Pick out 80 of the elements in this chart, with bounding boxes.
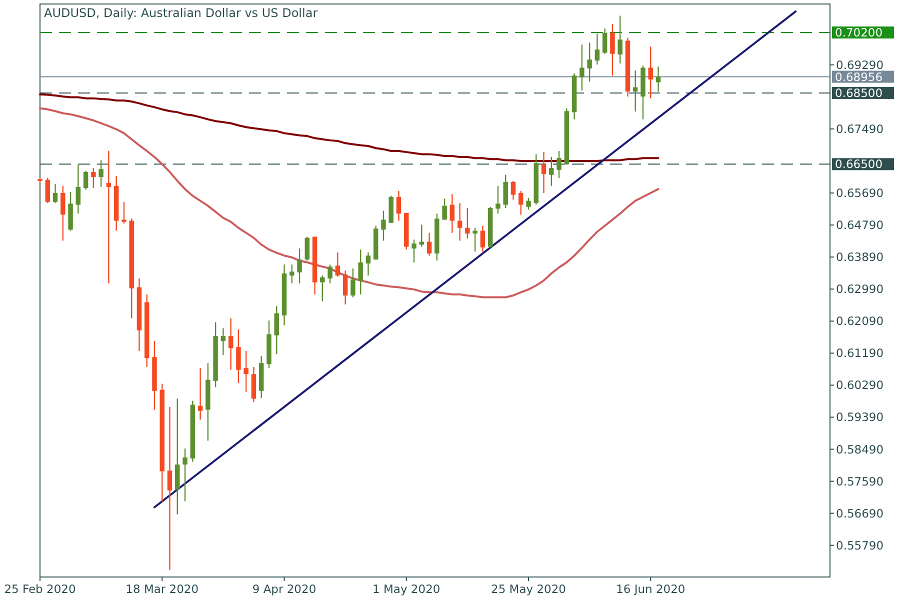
candlestick	[228, 318, 234, 370]
candlestick	[450, 193, 455, 234]
candlestick	[510, 180, 516, 200]
candlestick	[182, 448, 188, 502]
y-tick-label: 0.64790	[836, 218, 884, 232]
candlestick	[60, 185, 66, 242]
candlestick	[656, 66, 661, 92]
candlestick	[587, 42, 592, 82]
candlestick	[412, 239, 416, 263]
candlestick	[381, 210, 386, 242]
x-tick-label: 25 May 2020	[491, 582, 566, 596]
candlestick	[358, 248, 363, 296]
ref-line-label: 0.70200	[835, 25, 883, 40]
candlestick	[480, 225, 486, 252]
x-tick-label: 25 Feb 2020	[4, 582, 76, 596]
y-tick-label: 0.69290	[836, 58, 884, 72]
candlestick	[328, 264, 332, 284]
candlestick	[426, 232, 432, 256]
y-tick-label: 0.67490	[836, 122, 884, 136]
candlestick	[236, 328, 241, 384]
candlestick	[556, 150, 562, 179]
candlestick	[45, 177, 50, 204]
candlestick	[549, 156, 554, 186]
candlestick	[274, 306, 279, 355]
candlestick	[594, 32, 600, 66]
candlestick	[618, 15, 622, 64]
candlestick	[106, 150, 112, 284]
candlestick	[290, 264, 294, 284]
candlestick	[342, 270, 348, 305]
candlestick	[465, 207, 470, 240]
candlestick	[580, 44, 584, 92]
ref-line-label: 0.68500	[835, 86, 883, 100]
candlestick	[396, 190, 402, 222]
candlestick	[503, 174, 508, 209]
candlestick	[198, 367, 203, 420]
x-tick-label: 1 May 2020	[372, 582, 440, 596]
y-tick-label: 0.61190	[836, 346, 884, 360]
y-tick-label: 0.59390	[836, 410, 884, 424]
y-tick-label: 0.62990	[836, 282, 884, 296]
candlestick	[350, 268, 356, 298]
x-tick-label: 16 Jun 2020	[616, 582, 686, 596]
candlestick	[648, 46, 653, 99]
y-tick-label: 0.65690	[836, 186, 884, 200]
candlestick	[602, 28, 608, 54]
candlestick	[304, 236, 310, 262]
y-tick-label: 0.60290	[836, 378, 884, 392]
chart-title: AUDUSD, Daily: Australian Dollar vs US Dollar	[44, 6, 318, 20]
candlestick	[610, 23, 615, 76]
candlestick	[320, 274, 325, 302]
ref-line-label: 0.66500	[835, 157, 883, 172]
y-tick-label: 0.63890	[836, 250, 884, 264]
y-tick-label: 0.56690	[836, 506, 884, 520]
candlestick	[76, 164, 81, 214]
candlestick	[167, 406, 172, 570]
candlestick	[518, 190, 524, 216]
candlestick	[335, 252, 340, 278]
line-series	[39, 107, 660, 298]
candlestick	[366, 252, 371, 276]
candlestick	[122, 201, 126, 224]
candlestick	[220, 328, 226, 356]
y-tick-label: 0.58490	[836, 442, 884, 456]
y-tick-label: 0.55790	[836, 538, 884, 552]
candlestick	[244, 350, 248, 393]
candlestick	[52, 183, 58, 204]
candlestick	[526, 197, 531, 210]
candlestick	[419, 224, 424, 248]
candlestick	[442, 198, 447, 220]
candlestick	[91, 167, 96, 189]
y-tick-label: 0.62090	[836, 314, 884, 328]
candlestick	[297, 248, 302, 284]
x-tick-label: 18 Mar 2020	[126, 582, 199, 596]
candlestick	[83, 170, 88, 190]
candlestick	[541, 151, 546, 194]
ref-line-label: 0.68956	[835, 70, 883, 84]
candlestick	[472, 227, 478, 252]
candlestick	[457, 202, 462, 242]
x-tick-label: 9 Apr 2020	[252, 582, 316, 596]
candlestick	[98, 160, 104, 188]
y-tick-label: 0.57590	[836, 474, 884, 488]
candlestick	[496, 185, 500, 214]
